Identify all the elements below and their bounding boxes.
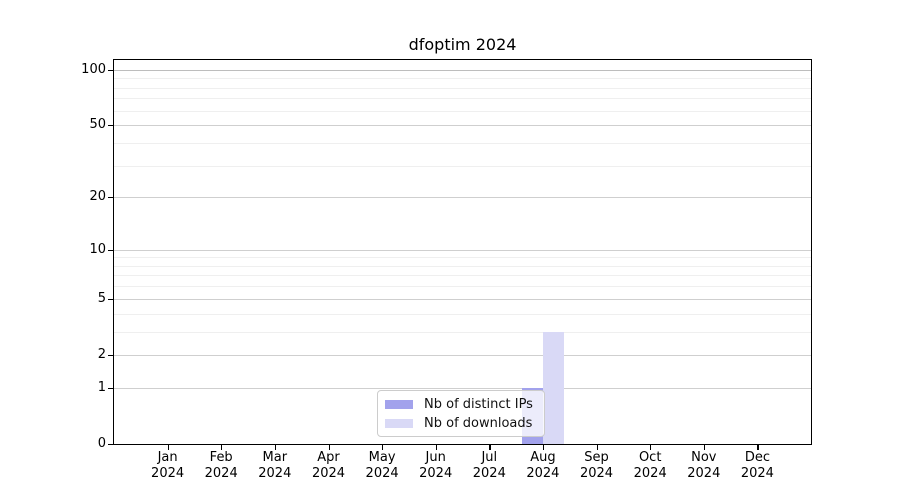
legend-item-downloads: Nb of downloads (385, 416, 544, 431)
y-tick-label: 1 (97, 379, 106, 395)
y-gridline-minor (114, 87, 811, 89)
y-gridline-minor (114, 257, 811, 259)
y-gridline-major (114, 125, 811, 127)
y-tick-mark (108, 444, 114, 446)
x-tick-mark (382, 444, 384, 450)
x-tick-label: Apr 2024 (311, 450, 346, 481)
y-gridline-minor (114, 110, 811, 112)
y-tick-mark (108, 249, 114, 251)
y-tick-mark (108, 197, 114, 199)
x-tick-label: Mar 2024 (258, 450, 292, 481)
y-gridline-minor (114, 331, 811, 333)
legend-swatch-downloads-icon (385, 418, 413, 428)
y-gridline-major (114, 197, 811, 199)
y-tick-label: 50 (89, 117, 106, 133)
y-tick-label: 10 (89, 241, 106, 257)
y-gridline-major (114, 387, 811, 389)
x-tick-mark (703, 444, 706, 450)
x-tick-label: Sep 2024 (579, 450, 614, 481)
chart-title: dfoptim 2024 (408, 35, 517, 54)
y-tick-label: 20 (89, 189, 106, 205)
x-tick-label: Aug 2024 (526, 450, 560, 481)
y-tick-label: 100 (81, 61, 106, 77)
legend-swatch-distinct-ips-icon (385, 399, 413, 409)
x-tick-mark (489, 444, 491, 450)
y-gridline-major (114, 249, 811, 251)
y-tick-label: 0 (97, 436, 106, 451)
y-gridline-minor (114, 142, 811, 144)
y-tick-mark (108, 298, 114, 300)
x-tick-label: Oct 2024 (633, 450, 667, 481)
y-gridline-minor (114, 275, 811, 277)
y-gridline-minor (114, 78, 811, 80)
y-tick-label: 5 (97, 290, 106, 306)
y-gridline-minor (114, 286, 811, 288)
x-tick-mark (328, 444, 330, 450)
y-tick-mark (108, 125, 114, 127)
x-tick-label: Dec 2024 (740, 450, 774, 481)
x-tick-mark (435, 444, 437, 450)
x-tick-mark (757, 444, 759, 450)
y-gridline-major (114, 354, 811, 356)
y-gridline-minor (114, 98, 811, 100)
y-gridline-minor (114, 265, 811, 267)
x-tick-mark (650, 444, 652, 450)
x-tick-label: Jul 2024 (472, 450, 506, 481)
x-tick-label: Jan 2024 (151, 450, 185, 481)
y-gridline-major (114, 69, 811, 71)
y-gridline-minor (114, 165, 811, 167)
x-tick-label: May 2024 (365, 450, 399, 481)
x-tick-mark (167, 444, 169, 450)
x-tick-mark (542, 444, 545, 450)
legend: Nb of distinct IPs Nb of downloads (377, 390, 545, 437)
legend-label-distinct-ips: Nb of distinct IPs (424, 396, 533, 412)
x-tick-mark (274, 444, 277, 450)
y-tick-mark (108, 69, 114, 72)
bar-nb-of-downloads-aug (542, 331, 565, 444)
y-gridline-minor (114, 313, 811, 315)
x-tick-mark (596, 444, 598, 450)
legend-item-distinct-ips: Nb of distinct IPs (385, 397, 544, 412)
x-tick-label: Feb 2024 (204, 450, 238, 481)
x-tick-label: Jun 2024 (419, 450, 453, 481)
legend-label-downloads: Nb of downloads (424, 415, 533, 431)
y-tick-mark (108, 387, 114, 390)
x-tick-mark (221, 444, 223, 450)
x-tick-label: Nov 2024 (687, 450, 721, 481)
y-tick-mark (108, 354, 114, 357)
y-tick-label: 2 (97, 346, 106, 362)
y-gridline-major (114, 298, 811, 300)
